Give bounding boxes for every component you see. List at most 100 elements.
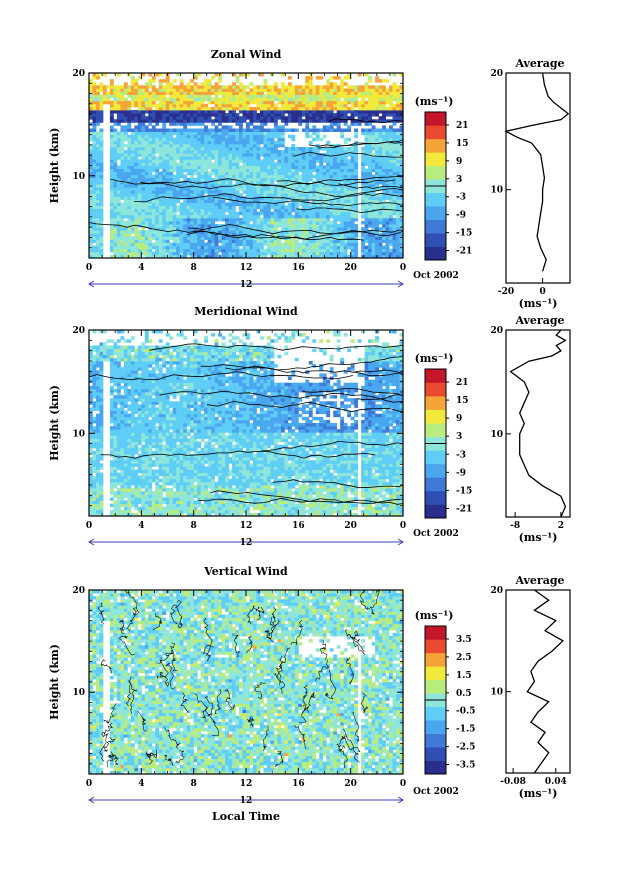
heatmap-cell [155,137,160,142]
heatmap-cell [134,165,139,169]
heatmap-cell [350,227,355,231]
heatmap-cell [204,125,209,129]
heatmap-cell [284,168,289,173]
heatmap-cell [273,193,278,197]
heatmap-cell [235,94,240,99]
heatmap-cell [214,251,219,256]
heatmap-cell [291,242,296,247]
heatmap-cell [197,236,202,240]
heatmap-cell [315,156,320,160]
heatmap-cell [375,131,379,136]
heatmap-cell [354,190,359,194]
heatmap-cell [225,221,229,225]
heatmap-cell [396,88,400,92]
heatmap-cell [239,187,243,191]
heatmap-cell [95,174,100,179]
heatmap-cell [256,150,261,154]
heatmap-cell [319,193,324,197]
heatmap-cell [179,140,184,145]
heatmap-cell [214,242,219,247]
heatmap-cell [326,165,331,169]
heatmap-cell [252,119,257,123]
heatmap-cell [162,91,167,95]
heatmap-cell [232,119,236,123]
heatmap-cell [266,205,271,210]
heatmap-cell [343,245,348,250]
heatmap-cell [246,202,250,206]
heatmap-cell [123,214,128,219]
heatmap-cell [259,94,264,99]
heatmap-cell [214,211,219,216]
heatmap-cell [315,248,320,253]
heatmap-cell [350,242,355,247]
heatmap-cell [232,150,236,154]
heatmap-cell [291,134,296,139]
heatmap-cell [315,103,320,108]
heatmap-cell [228,85,233,89]
heatmap-cell [102,73,107,77]
heatmap-cell [207,180,212,185]
heatmap-cell [239,227,243,231]
heatmap-cell [382,245,386,250]
heatmap-cell [151,214,156,219]
heatmap-cell [197,205,202,210]
heatmap-cell [389,239,393,243]
heatmap-cell [155,184,160,188]
heatmap-cell [134,153,139,157]
heatmap-cell [242,242,247,247]
heatmap-cell [361,245,366,250]
heatmap-cell [172,137,177,142]
heatmap-cell [228,242,233,247]
heatmap-cell [204,251,209,256]
heatmap-cell [284,122,289,126]
heatmap-cell [242,103,247,108]
heatmap-cell [354,162,359,166]
heatmap-cell [214,159,219,163]
heatmap-cell [151,125,156,129]
heatmap-cell [207,177,212,182]
heatmap-cell [364,116,369,120]
heatmap-cell [235,122,240,126]
heatmap-cell [294,221,299,225]
heatmap-cell [137,100,142,105]
heatmap-cell [144,162,149,166]
heatmap-cell [252,236,257,240]
heatmap-cell [329,254,334,259]
heatmap-cell [389,137,393,142]
heatmap-cell [375,242,379,247]
heatmap-cell [169,221,174,225]
heatmap-cell [151,143,156,148]
heatmap-cell [336,106,341,111]
heatmap-cell [294,193,299,197]
heatmap-cell [232,221,236,225]
heatmap-cell [92,217,97,222]
heatmap-cell [172,128,177,132]
heatmap-cell [322,113,327,117]
heatmap-cell [294,88,299,92]
heatmap-cell [333,171,338,176]
heatmap-cell [259,187,264,191]
heatmap-cell [315,110,320,114]
heatmap-cell [218,116,222,120]
heatmap-cell [280,153,285,157]
heatmap-cell [350,165,355,169]
heatmap-cell [172,233,177,237]
heatmap-cell [273,116,278,120]
heatmap-cell [287,171,292,176]
heatmap-cell [92,438,97,442]
heatmap-cell [218,134,222,139]
heatmap-cell [162,143,167,148]
heatmap-cell [350,251,355,256]
heatmap-cell [389,150,393,154]
heatmap-cell [329,116,334,120]
heatmap-cell [123,230,128,234]
heatmap-cell [89,457,93,461]
heatmap-cell [361,205,366,210]
heatmap-cell [113,91,118,95]
heatmap-cell [141,131,146,136]
heatmap-cell [382,221,386,225]
heatmap-cell [92,88,97,92]
heatmap-cell [270,221,275,225]
heatmap-cell [141,128,146,132]
heatmap-cell [221,125,226,129]
